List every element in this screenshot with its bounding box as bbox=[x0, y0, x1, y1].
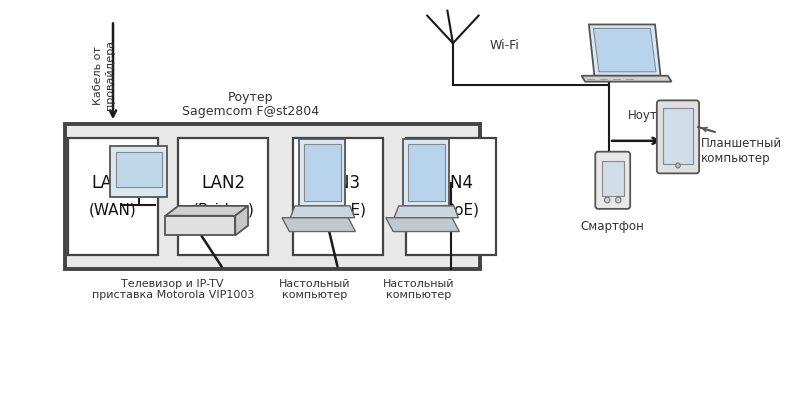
Bar bbox=[403, 139, 449, 206]
Text: Sagemcom F@st2804: Sagemcom F@st2804 bbox=[182, 105, 320, 118]
Polygon shape bbox=[290, 206, 354, 218]
Polygon shape bbox=[166, 216, 235, 236]
Bar bbox=[602, 160, 624, 196]
Bar bbox=[300, 139, 346, 206]
Text: (Bridge): (Bridge) bbox=[193, 203, 254, 218]
Text: Кабель от
провайдера: Кабель от провайдера bbox=[93, 40, 114, 110]
FancyBboxPatch shape bbox=[656, 100, 699, 174]
Bar bbox=[664, 108, 693, 164]
Polygon shape bbox=[386, 218, 459, 232]
Text: Настольный
компьютер: Настольный компьютер bbox=[383, 279, 454, 300]
Circle shape bbox=[675, 163, 680, 168]
Bar bbox=[178, 139, 268, 255]
Circle shape bbox=[604, 197, 610, 203]
Polygon shape bbox=[394, 206, 458, 218]
Bar bbox=[304, 144, 341, 201]
Text: Настольный
компьютер: Настольный компьютер bbox=[279, 279, 351, 300]
Circle shape bbox=[615, 197, 621, 203]
Text: Телевизор и IP-TV
приставка Motorola VIP1003: Телевизор и IP-TV приставка Motorola VIP… bbox=[92, 279, 254, 300]
Polygon shape bbox=[166, 206, 248, 216]
Polygon shape bbox=[282, 218, 356, 232]
Bar bbox=[110, 146, 167, 197]
Bar bbox=[65, 124, 481, 269]
Polygon shape bbox=[235, 206, 248, 236]
Polygon shape bbox=[593, 28, 656, 72]
Bar bbox=[408, 144, 445, 201]
Text: LAN4: LAN4 bbox=[429, 174, 473, 192]
Bar bbox=[68, 139, 158, 255]
Text: (PPPoE): (PPPoE) bbox=[422, 203, 480, 218]
Polygon shape bbox=[581, 76, 671, 82]
Bar bbox=[406, 139, 496, 255]
Text: (PPPoE): (PPPoE) bbox=[309, 203, 367, 218]
Bar bbox=[293, 139, 383, 255]
Polygon shape bbox=[589, 24, 660, 76]
Bar bbox=[116, 152, 162, 187]
FancyBboxPatch shape bbox=[595, 152, 630, 209]
Text: Планшетный
компьютер: Планшетный компьютер bbox=[701, 137, 782, 165]
Text: Роутер: Роутер bbox=[228, 91, 274, 104]
Text: Ноутбук: Ноутбук bbox=[627, 109, 679, 122]
Text: Wi-Fi: Wi-Fi bbox=[490, 39, 519, 52]
Text: LAN3: LAN3 bbox=[316, 174, 360, 192]
Text: LAN2: LAN2 bbox=[201, 174, 245, 192]
Text: Смартфон: Смартфон bbox=[581, 220, 645, 233]
Text: LAN1: LAN1 bbox=[91, 174, 135, 192]
Text: (WAN): (WAN) bbox=[89, 203, 136, 218]
